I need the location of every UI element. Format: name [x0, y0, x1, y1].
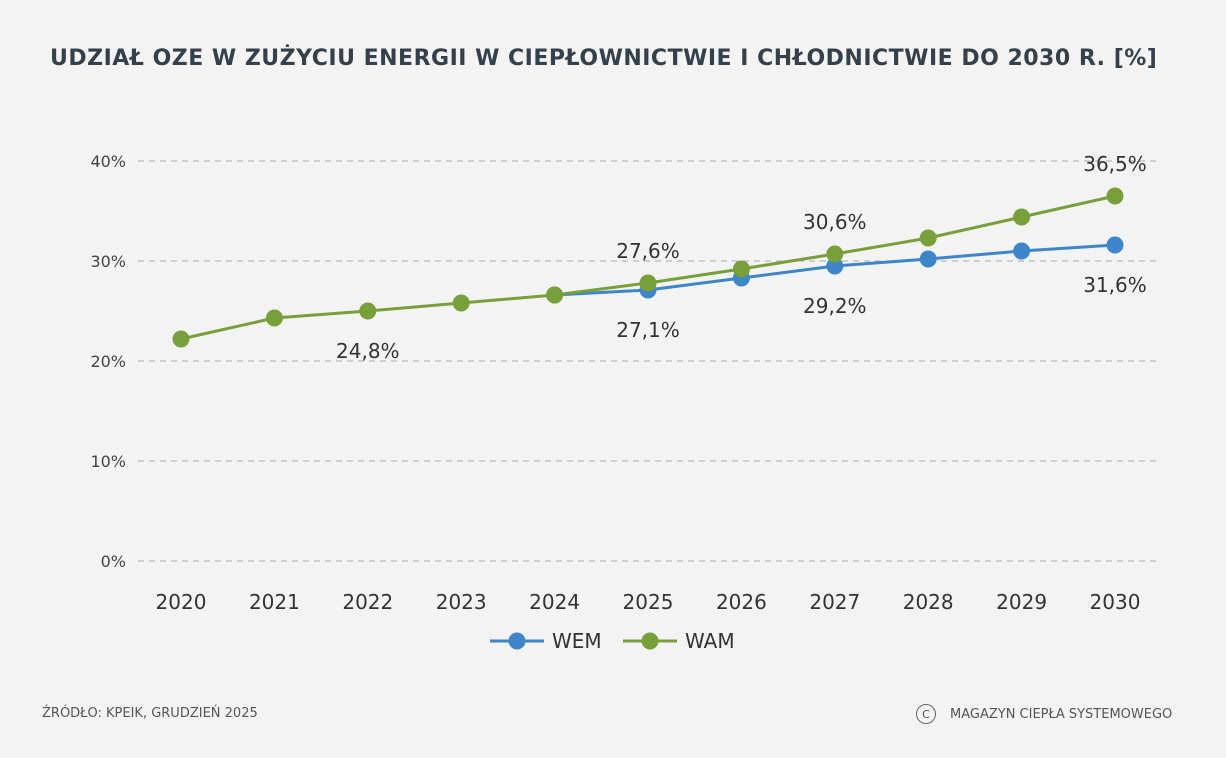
legend-swatch-marker — [508, 632, 526, 650]
data-point-wam — [359, 302, 377, 320]
data-label: 27,1% — [616, 318, 680, 342]
data-point-wam — [265, 309, 283, 327]
x-tick-label: 2020 — [156, 590, 207, 614]
source-note: ŹRÓDŁO: KPEIK, GRUDZIEŃ 2025 — [42, 706, 258, 721]
data-point-wam — [1013, 208, 1031, 226]
data-point-wem — [1013, 242, 1031, 260]
y-tick-label: 10% — [90, 452, 126, 471]
data-point-wam — [919, 229, 937, 247]
x-tick-label: 2024 — [529, 590, 580, 614]
chart-title: UDZIAŁ OZE W ZUŻYCIU ENERGII W CIEPŁOWNI… — [50, 46, 1158, 71]
data-label: 27,6% — [616, 239, 680, 263]
x-tick-label: 2030 — [1090, 590, 1141, 614]
x-tick-label: 2023 — [436, 590, 487, 614]
x-tick-label: 2026 — [716, 590, 767, 614]
data-point-wam — [1106, 187, 1124, 205]
copyright-c-icon: C — [916, 704, 936, 724]
data-label: 36,5% — [1083, 152, 1147, 176]
data-point-wam — [826, 245, 844, 263]
legend-label: WEM — [552, 629, 602, 653]
data-point-wem — [919, 250, 937, 268]
publisher-credit: C MAGAZYN CIEPŁA SYSTEMOWEGO — [916, 704, 1172, 724]
data-label: 29,2% — [803, 294, 867, 318]
legend-label: WAM — [685, 629, 735, 653]
publisher-name: MAGAZYN CIEPŁA SYSTEMOWEGO — [950, 706, 1173, 722]
x-tick-label: 2025 — [623, 590, 674, 614]
x-tick-label: 2027 — [809, 590, 860, 614]
y-tick-label: 40% — [90, 152, 126, 171]
y-tick-label: 30% — [90, 252, 126, 271]
x-tick-label: 2029 — [996, 590, 1047, 614]
y-tick-label: 0% — [101, 552, 126, 571]
data-point-wam — [452, 294, 470, 312]
data-point-wam — [546, 286, 564, 304]
data-point-wam — [639, 274, 657, 292]
data-label: 24,8% — [336, 339, 400, 363]
legend-swatch-marker — [641, 632, 659, 650]
data-point-wem — [826, 257, 844, 275]
data-point-wam — [732, 260, 750, 278]
data-point-wem — [1106, 236, 1124, 254]
x-tick-label: 2022 — [342, 590, 393, 614]
x-tick-label: 2028 — [903, 590, 954, 614]
data-point-wam — [172, 330, 190, 348]
x-tick-label: 2021 — [249, 590, 300, 614]
y-tick-label: 20% — [90, 352, 126, 371]
data-label: 31,6% — [1083, 273, 1147, 297]
data-label: 30,6% — [803, 210, 867, 234]
